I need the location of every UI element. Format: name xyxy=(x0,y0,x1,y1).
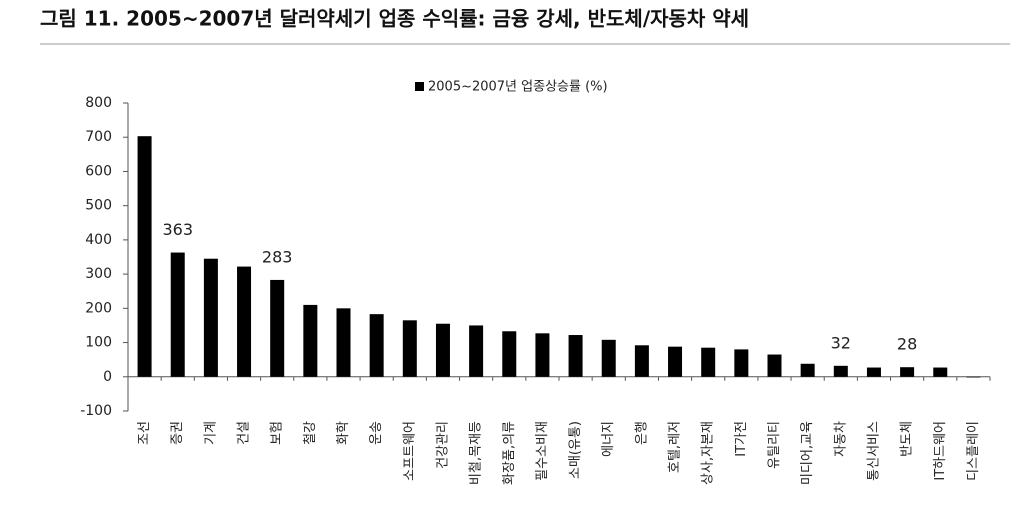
bar xyxy=(866,367,881,377)
bar xyxy=(237,266,252,377)
value-label: 363 xyxy=(162,220,193,239)
value-label: 283 xyxy=(262,247,293,266)
value-label: 28 xyxy=(897,335,917,354)
y-tick-label: 100 xyxy=(85,335,112,351)
y-tick-label: 600 xyxy=(85,163,112,179)
bar xyxy=(833,365,848,377)
bar xyxy=(933,367,948,377)
y-tick-label: 300 xyxy=(85,266,112,282)
x-tick-label: 유틸리티 xyxy=(767,421,782,469)
bar xyxy=(634,345,649,377)
x-tick-label: 은행 xyxy=(633,421,649,445)
bar xyxy=(137,136,152,377)
x-tick-label: 비철,목재등 xyxy=(469,421,484,485)
x-tick-label: IT가전 xyxy=(734,421,749,457)
bar xyxy=(966,376,981,378)
bar xyxy=(601,339,616,377)
x-tick-label: 화학 xyxy=(336,421,351,445)
x-tick-label: 증권 xyxy=(170,421,185,445)
x-tick-label: 반도체 xyxy=(900,421,915,457)
x-tick-label: 소매(유통) xyxy=(568,421,583,479)
y-tick-label: 0 xyxy=(103,369,112,385)
x-tick-label: 필수소비재 xyxy=(535,421,550,481)
x-tick-label: 디스플레이 xyxy=(966,421,981,481)
bar xyxy=(469,325,484,377)
bar xyxy=(203,258,218,377)
bar xyxy=(800,363,815,377)
x-tick-label: 미디어,교육 xyxy=(800,421,815,485)
legend-swatch xyxy=(415,82,424,91)
bar xyxy=(535,333,550,377)
bar xyxy=(900,367,915,377)
y-tick-label: 400 xyxy=(85,232,112,248)
x-tick-label: 소프트웨어 xyxy=(402,421,417,481)
y-tick-label: -100 xyxy=(80,403,112,419)
bar xyxy=(270,279,285,377)
bar xyxy=(568,335,583,377)
x-tick-label: 조선 xyxy=(137,421,152,445)
bar xyxy=(170,252,185,377)
x-tick-label: 건설 xyxy=(237,421,252,445)
bar xyxy=(701,347,716,377)
legend-label: 2005~2007년 업종상승률 (%) xyxy=(428,80,608,95)
bar xyxy=(402,320,417,377)
x-tick-label: 기계 xyxy=(203,421,218,445)
x-tick-label: 상사,자본재 xyxy=(701,421,716,485)
bar xyxy=(767,354,782,377)
bar xyxy=(336,308,351,377)
chart-title: 그림 11. 2005~2007년 달러약세기 업종 수익률: 금융 강세, 반… xyxy=(40,7,749,31)
y-tick-label: 700 xyxy=(85,129,112,145)
bar xyxy=(435,323,450,377)
x-tick-label: 자동차 xyxy=(833,421,848,457)
y-tick-label: 200 xyxy=(85,300,112,316)
bar xyxy=(303,304,318,377)
y-tick-label: 800 xyxy=(85,95,112,111)
x-tick-label: 보험 xyxy=(270,421,285,445)
x-tick-label: 에너지 xyxy=(601,421,616,457)
value-label: 32 xyxy=(831,333,851,352)
x-tick-label: 운송 xyxy=(369,421,384,445)
x-tick-label: IT하드웨어 xyxy=(933,421,948,481)
x-tick-label: 건강관리 xyxy=(435,421,450,469)
bar xyxy=(502,331,517,377)
x-tick-label: 화장품,의류 xyxy=(502,421,517,485)
bar xyxy=(734,349,749,377)
y-tick-label: 500 xyxy=(85,198,112,214)
bar xyxy=(369,314,384,377)
x-tick-label: 통신서비스 xyxy=(866,421,881,481)
bar xyxy=(668,346,683,377)
x-tick-label: 호텔,레저 xyxy=(668,421,683,473)
x-tick-label: 철강 xyxy=(303,421,318,445)
